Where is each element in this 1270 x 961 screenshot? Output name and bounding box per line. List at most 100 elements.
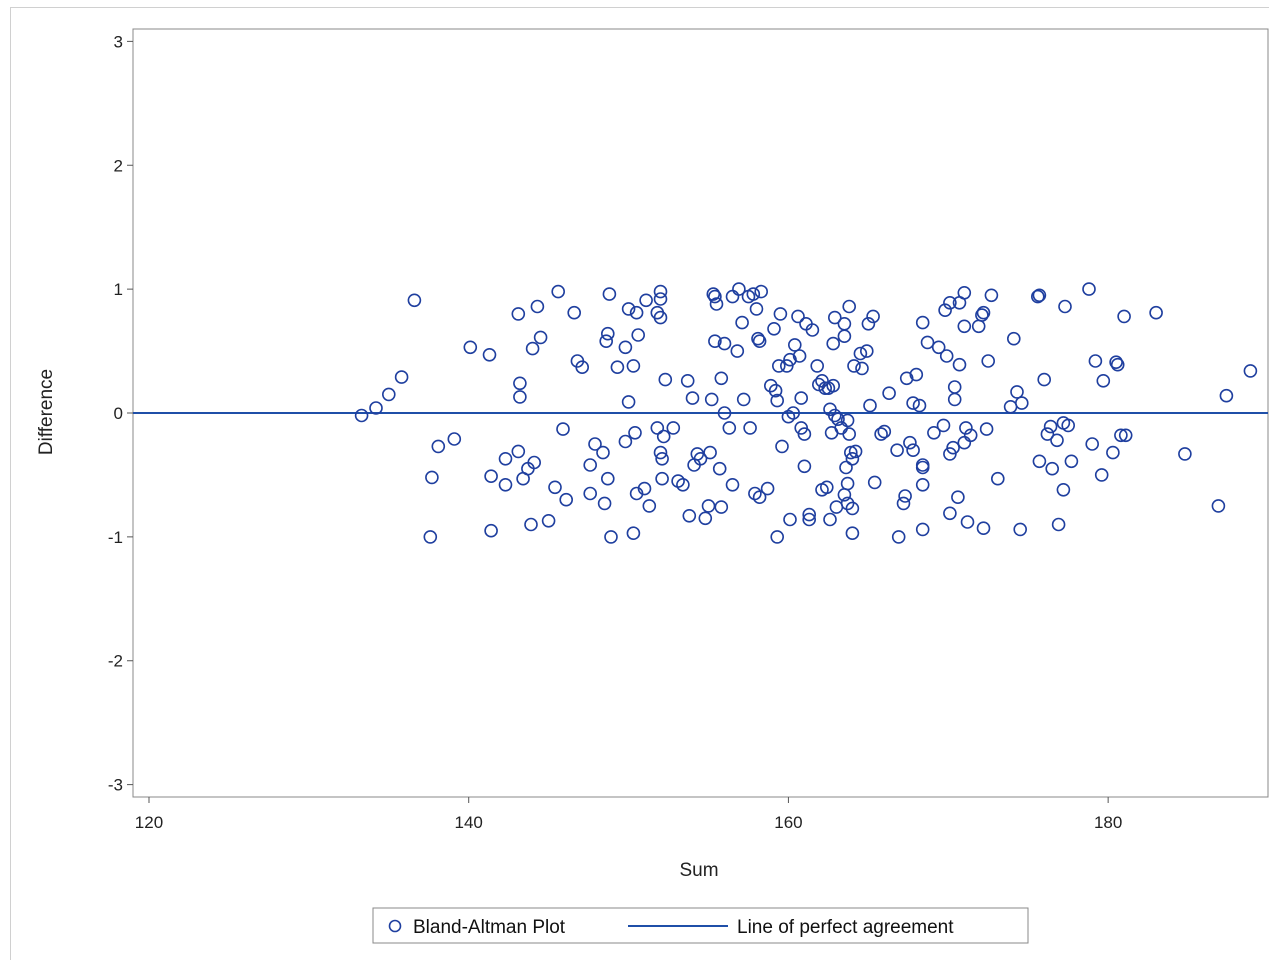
data-point <box>484 469 498 484</box>
data-point <box>773 307 788 321</box>
data-point <box>1094 468 1109 482</box>
data-point <box>920 335 935 350</box>
data-point <box>957 285 972 300</box>
data-point <box>602 287 617 301</box>
data-point <box>984 288 999 303</box>
scatter-points <box>354 282 1258 544</box>
data-point <box>1056 482 1071 497</box>
data-point <box>524 517 538 532</box>
data-point <box>840 496 855 511</box>
data-point <box>588 437 602 451</box>
data-point <box>783 352 797 367</box>
data-point <box>1085 437 1099 451</box>
data-point <box>975 308 989 322</box>
data-point <box>767 321 781 336</box>
data-point <box>938 303 952 318</box>
data-point <box>855 361 869 376</box>
data-point <box>482 347 497 362</box>
y-tick-label: 1 <box>114 280 123 299</box>
data-point <box>827 408 842 423</box>
data-point <box>680 373 695 388</box>
data-point <box>604 530 618 544</box>
data-point <box>783 512 797 527</box>
data-point <box>447 432 462 446</box>
data-point <box>898 489 912 503</box>
data-point <box>1040 427 1055 441</box>
data-point <box>621 302 636 316</box>
data-point <box>704 392 719 407</box>
data-point <box>703 445 717 460</box>
y-tick-label: -3 <box>108 776 123 795</box>
data-point <box>939 349 954 363</box>
data-point <box>714 371 729 386</box>
data-point <box>394 370 409 384</box>
data-point <box>839 460 853 475</box>
chart-frame <box>10 7 1269 960</box>
x-axis: 120 140 160 180 <box>135 797 1122 832</box>
data-point <box>596 445 610 460</box>
data-point <box>899 371 914 386</box>
data-point <box>845 526 860 541</box>
data-point <box>642 499 657 513</box>
data-point <box>600 326 615 341</box>
y-tick-label: 3 <box>114 32 123 51</box>
data-point <box>1211 499 1226 513</box>
data-point <box>701 499 716 513</box>
y-axis: -3 -2 -1 0 1 2 3 <box>108 32 133 795</box>
data-point <box>714 500 729 514</box>
data-point <box>786 406 801 420</box>
data-point <box>952 357 967 372</box>
data-point <box>1014 396 1029 410</box>
data-point <box>484 523 498 538</box>
data-point <box>708 334 722 349</box>
data-point <box>963 428 978 443</box>
data-point <box>746 287 761 301</box>
data-point <box>797 459 812 474</box>
data-point <box>837 329 852 344</box>
data-point <box>792 349 807 363</box>
data-point <box>906 396 920 410</box>
data-point <box>498 477 513 492</box>
data-point <box>943 447 957 461</box>
data-point <box>1082 282 1096 296</box>
data-point <box>513 376 527 391</box>
data-point <box>981 354 996 368</box>
data-point <box>751 331 765 346</box>
data-point <box>768 383 783 398</box>
plot-area: -3 -2 -1 0 1 2 3 120 140 160 180 <box>108 28 1269 832</box>
data-point <box>979 422 994 436</box>
data-point <box>717 406 732 420</box>
data-point <box>1178 447 1192 461</box>
data-point <box>567 305 582 320</box>
data-point <box>826 378 841 393</box>
data-point <box>936 418 951 433</box>
data-point <box>1045 461 1059 476</box>
data-point <box>743 421 757 435</box>
data-point <box>847 359 861 373</box>
data-point <box>1037 372 1051 387</box>
data-point <box>717 336 732 351</box>
data-point <box>859 344 874 358</box>
data-point <box>787 338 802 352</box>
data-point <box>848 444 863 459</box>
x-tick-label: 140 <box>455 813 483 832</box>
data-point <box>599 334 614 349</box>
data-point <box>423 530 438 544</box>
data-point <box>666 421 681 435</box>
data-point <box>709 297 724 311</box>
data-point <box>653 310 668 325</box>
y-axis-label: Difference <box>36 369 57 455</box>
data-point <box>381 387 396 402</box>
data-point <box>797 427 812 441</box>
data-point <box>354 408 369 423</box>
data-point <box>890 443 904 458</box>
data-point <box>722 421 737 435</box>
data-point <box>629 305 644 320</box>
data-point <box>791 309 805 324</box>
data-point <box>541 513 556 528</box>
data-point <box>896 496 911 511</box>
data-point <box>823 512 837 527</box>
data-point <box>583 458 598 472</box>
data-point <box>621 395 636 409</box>
data-point <box>1096 373 1111 388</box>
